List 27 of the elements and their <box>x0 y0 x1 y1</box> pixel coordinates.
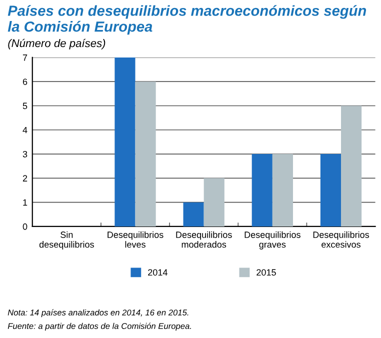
legend-label: 2015 <box>256 269 276 276</box>
y-tick-label: 0 <box>22 223 28 230</box>
x-tick-label: Sin desequilibrios <box>39 231 94 250</box>
x-tick-label: Desequilibrios excesivos <box>313 231 370 248</box>
bar <box>114 57 136 226</box>
bar <box>252 154 272 226</box>
y-tick-label: 7 <box>22 54 28 61</box>
y-tick-label: 1 <box>23 199 28 206</box>
bar <box>135 82 156 226</box>
chart-subtitle: (Número de países) <box>8 38 106 50</box>
y-tick-label: 5 <box>22 102 28 110</box>
y-tick-label: 4 <box>22 126 28 134</box>
text: Nota: 14 países analizados en 2014, 16 en 2015. <box>8 309 188 318</box>
legend-label: 2014 <box>148 269 168 276</box>
bar <box>272 154 293 226</box>
y-tick-label: 6 <box>22 78 28 85</box>
bar <box>320 154 341 226</box>
bar <box>204 178 224 226</box>
y-tick-label: 2 <box>22 175 28 182</box>
chart-title: Países con desequilibrios macroeconómicos según la Comisión Europea <box>8 5 366 35</box>
x-tick-label: Desequilibrios moderados <box>176 231 232 248</box>
x-tick-label: Desequilibrios graves <box>244 231 300 250</box>
y-tick-label: 3 <box>22 151 28 158</box>
bar <box>340 106 362 226</box>
x-tick-label: Desequilibrios leves <box>108 231 164 248</box>
bar <box>183 202 204 226</box>
source-note: Fuente: a partir de datos de la Comisión Europea. <box>8 322 191 331</box>
